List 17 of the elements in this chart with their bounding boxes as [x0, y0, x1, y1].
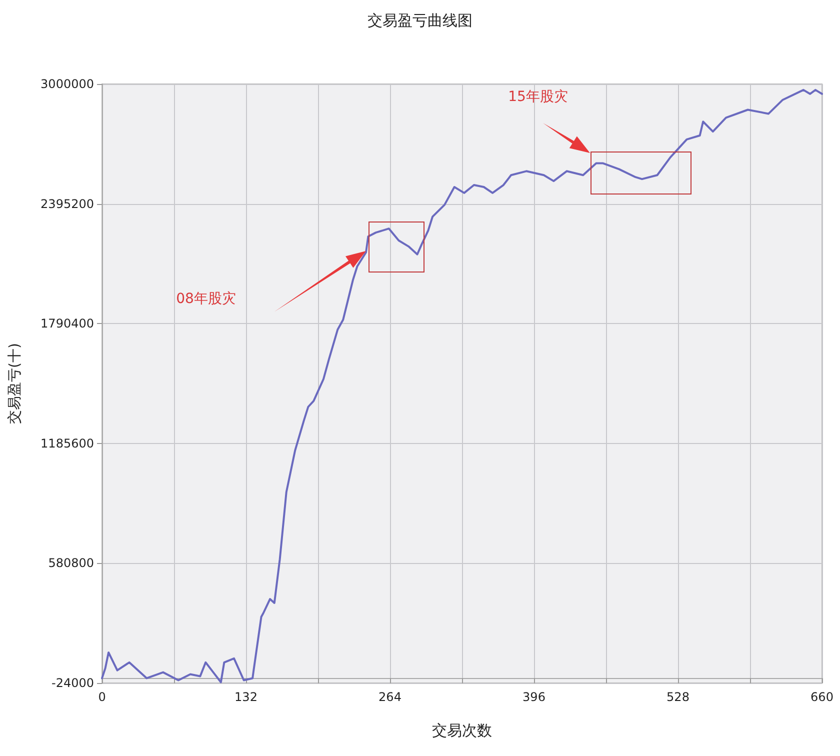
y-tick-label: 580800	[48, 556, 94, 570]
chart-title: 交易盈亏曲线图	[368, 12, 472, 30]
x-tick-label: 0	[98, 690, 106, 704]
x-tick-label: 132	[234, 690, 258, 704]
x-axis-title: 交易次数	[432, 722, 492, 740]
y-tick-label: 2395200	[40, 196, 94, 211]
y-tick-label: 1185600	[40, 436, 94, 450]
y-tick-label: 1790400	[40, 316, 94, 331]
annotation: 08年股灾	[176, 290, 236, 307]
y-tick-label: -24000	[51, 676, 94, 690]
x-tick-label: 396	[522, 690, 546, 704]
x-tick-label: 528	[666, 690, 690, 704]
x-tick-label: 660	[810, 690, 834, 704]
y-axis-title: 交易盈亏(十)	[7, 343, 23, 424]
x-tick-label: 264	[378, 690, 402, 704]
annotation: 15年股灾	[508, 88, 568, 105]
y-tick-label: 3000000	[40, 77, 94, 91]
